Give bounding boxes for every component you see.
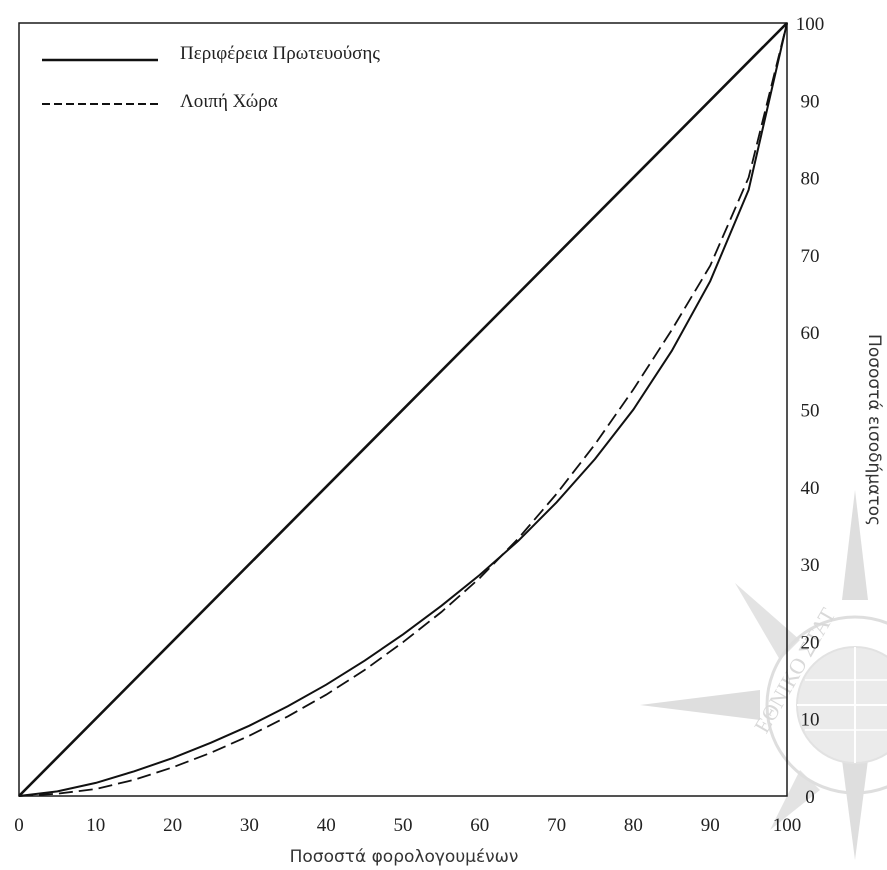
y-tick-label: 100	[796, 14, 825, 35]
x-tick-label: 40	[317, 815, 336, 836]
y-tick-label: 40	[801, 478, 820, 499]
y-axis-ticks: 0 10 20 30 40 50 60 70 80 90 100	[796, 14, 825, 808]
legend-label-loipi-chora: Λοιπή Χώρα	[180, 91, 278, 112]
x-tick-label: 90	[701, 815, 720, 836]
y-tick-label: 80	[801, 169, 820, 190]
x-tick-label: 50	[394, 815, 413, 836]
y-tick-label: 10	[801, 710, 820, 731]
x-tick-label: 60	[470, 815, 489, 836]
legend: Περιφέρεια Πρωτευούσης Λοιπή Χώρα	[42, 43, 380, 112]
equality-line	[18, 22, 788, 797]
legend-label-perifereia: Περιφέρεια Πρωτευούσης	[180, 43, 380, 64]
x-tick-label: 80	[624, 815, 643, 836]
series-line-perifereia-protevousis	[18, 22, 788, 797]
y-tick-label: 90	[801, 91, 820, 112]
x-axis-title: Ποσοστά φορολογουμένων	[290, 847, 519, 867]
x-tick-label: 0	[14, 815, 24, 836]
watermark-seal: ΕΘΝΙΚΟ ΣΤΑΤ	[640, 490, 887, 860]
x-axis-ticks: 0 10 20 30 40 50 60 70 80 90 100	[14, 815, 801, 836]
y-tick-label: 60	[801, 323, 820, 344]
x-tick-label: 100	[773, 815, 802, 836]
y-tick-label: 30	[801, 555, 820, 576]
x-tick-label: 30	[240, 815, 259, 836]
series-line-loipi-chora	[18, 22, 788, 797]
y-axis-title: Ποσοστά εισοδήματος	[864, 334, 884, 526]
x-tick-label: 20	[163, 815, 182, 836]
x-tick-label: 10	[86, 815, 105, 836]
y-tick-label: 0	[805, 787, 815, 808]
y-tick-label: 50	[801, 401, 820, 422]
x-tick-label: 70	[547, 815, 566, 836]
plot-frame	[18, 22, 788, 797]
y-tick-label: 20	[801, 632, 820, 653]
y-tick-label: 70	[801, 246, 820, 267]
